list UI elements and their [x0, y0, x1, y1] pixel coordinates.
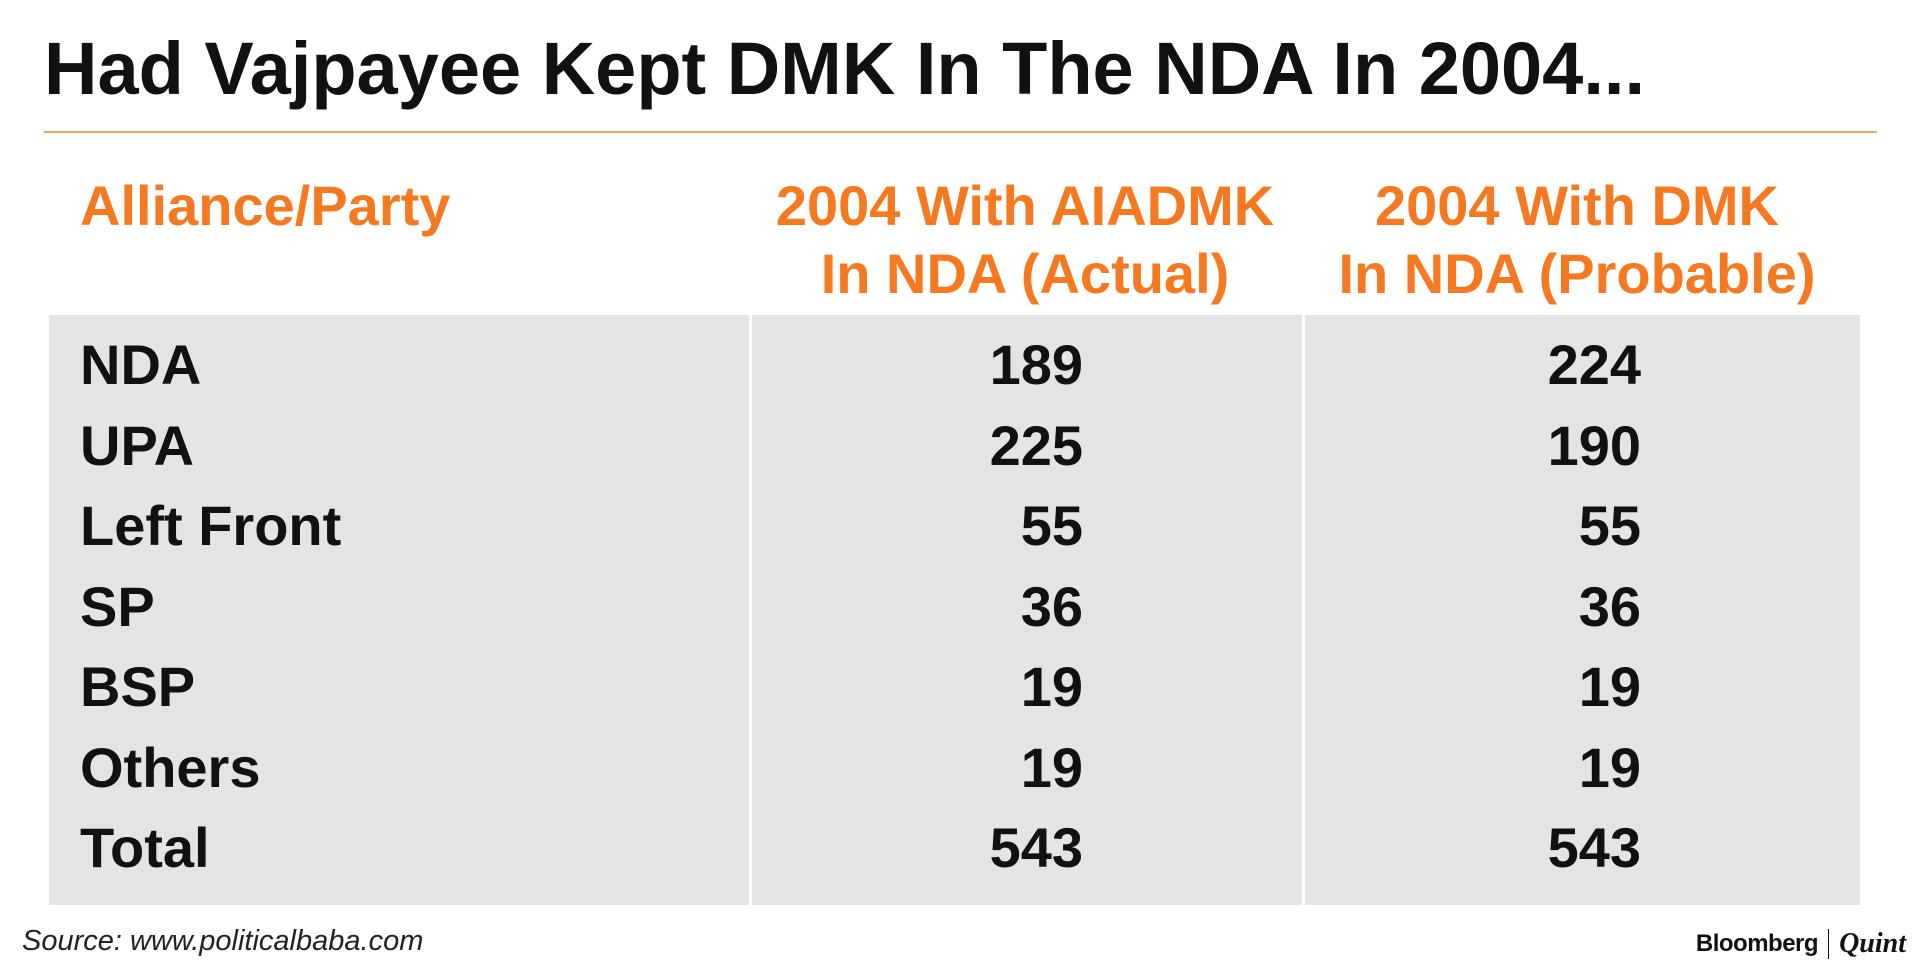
row-label: NDA: [80, 333, 202, 396]
row-label: Others: [80, 735, 261, 799]
table-row: Others 19 19: [0, 728, 1920, 809]
brand-quint: Quint: [1839, 928, 1906, 959]
row-value-probable: 190: [1547, 413, 1641, 477]
row-value-probable: 36: [1578, 574, 1641, 638]
row-value-actual: 19: [1020, 735, 1083, 799]
table-column-bg-probable: [1305, 315, 1860, 905]
table-column-bg-party: [49, 315, 749, 905]
table-row: SP 36 36: [0, 567, 1920, 648]
title-rule: [44, 131, 1877, 133]
row-value-actual: 225: [989, 413, 1083, 477]
column-header-actual-line1: 2004 With AIADMK: [775, 174, 1275, 237]
source-note: Source: www.politicalbaba.com: [22, 925, 424, 957]
row-value-actual: 543: [989, 816, 1083, 879]
row-value-actual: 189: [989, 333, 1083, 396]
column-header-actual-line2: In NDA (Actual): [820, 242, 1230, 305]
row-value-probable: 19: [1578, 735, 1641, 799]
table-row: BSP 19 19: [0, 647, 1920, 728]
row-value-probable: 224: [1547, 333, 1641, 396]
brand-logo: Bloomberg Quint: [1696, 926, 1906, 962]
row-value-actual: 55: [1020, 494, 1083, 557]
row-label: SP: [80, 574, 155, 638]
row-value-probable: 19: [1578, 655, 1641, 718]
table-row: Left Front 55 55: [0, 486, 1920, 567]
row-label: Total: [80, 816, 210, 879]
column-header-actual: 2004 With AIADMK In NDA (Actual): [760, 172, 1290, 308]
column-header-probable: 2004 With DMK In NDA (Probable): [1317, 172, 1837, 308]
row-value-probable: 543: [1547, 816, 1641, 879]
row-value-actual: 19: [1020, 655, 1083, 718]
row-value-actual: 36: [1020, 574, 1083, 638]
row-label: UPA: [80, 413, 195, 477]
table-body: NDA 189 224 UPA 225 190 Left Front 55 55…: [0, 325, 1920, 889]
row-value-probable: 55: [1578, 494, 1641, 557]
row-label: Left Front: [80, 494, 342, 557]
column-header-probable-line1: 2004 With DMK: [1374, 174, 1779, 237]
brand-bloomberg: Bloomberg: [1695, 930, 1819, 957]
column-header-probable-line2: In NDA (Probable): [1338, 242, 1816, 305]
column-header-party: Alliance/Party: [80, 172, 450, 240]
table-row: Total 543 543: [0, 808, 1920, 889]
column-header-party-line1: Alliance/Party: [80, 174, 451, 237]
table-row: NDA 189 224: [0, 325, 1920, 406]
table-column-bg-actual: [752, 315, 1302, 905]
brand-divider: [1828, 929, 1830, 959]
row-label: BSP: [80, 655, 196, 718]
chart-title: Had Vajpayee Kept DMK In The NDA In 2004…: [44, 27, 1646, 110]
table-row: UPA 225 190: [0, 406, 1920, 487]
